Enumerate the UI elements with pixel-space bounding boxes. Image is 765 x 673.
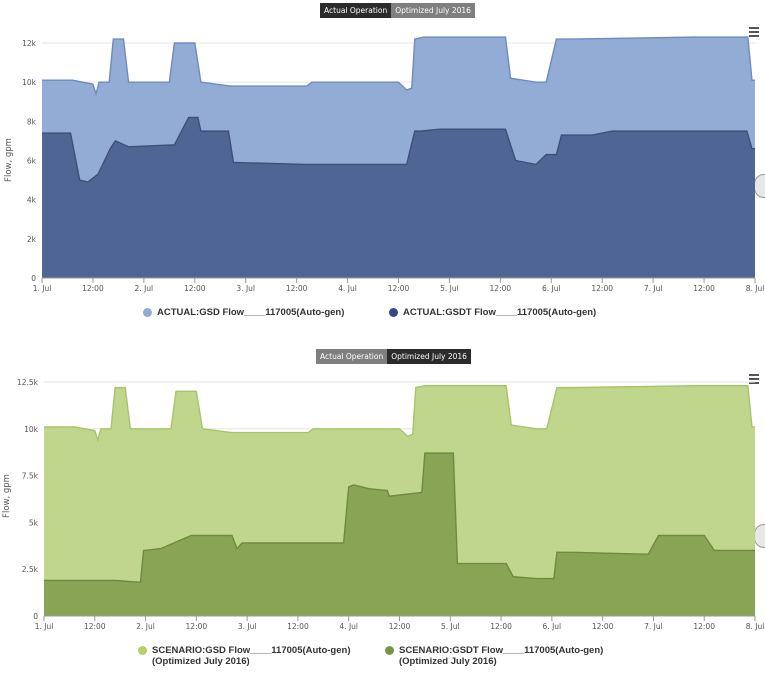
toggle-actual-operation[interactable]: Actual Operation bbox=[316, 349, 388, 364]
y-tick-label: 7.5k bbox=[22, 472, 39, 481]
x-tick-label: 2. Jul bbox=[136, 622, 155, 631]
x-tick-label: 12:00 bbox=[184, 284, 206, 293]
hamburger-menu-icon[interactable] bbox=[749, 27, 759, 37]
y-tick-label: 10k bbox=[22, 78, 37, 87]
x-tick-label: 12:00 bbox=[592, 622, 614, 631]
x-tick-label: 6. Jul bbox=[543, 622, 562, 631]
scenario-toggle[interactable]: Actual Operation Optimized July 2016 bbox=[320, 3, 475, 18]
x-tick-label: 1. Jul bbox=[35, 622, 54, 631]
y-axis-label: Flow, gpm bbox=[4, 138, 14, 182]
y-tick-label: 2k bbox=[27, 235, 37, 244]
x-tick-label: 12:00 bbox=[287, 622, 309, 631]
x-tick-label: 5. Jul bbox=[440, 284, 459, 293]
toggle-optimized[interactable]: Optimized July 2016 bbox=[391, 3, 475, 18]
x-tick-label: 8. Jul bbox=[746, 284, 765, 293]
x-tick-label: 3. Jul bbox=[236, 284, 255, 293]
hamburger-menu-icon[interactable] bbox=[749, 374, 759, 384]
series-area bbox=[44, 453, 755, 616]
y-tick-label: 12k bbox=[22, 39, 37, 48]
x-tick-label: 4. Jul bbox=[338, 284, 357, 293]
legend-item-gsd-flow[interactable]: ACTUAL:GSD Flow____117005(Auto-gen) bbox=[143, 307, 344, 318]
legend-item-scenario-gsdt-flow[interactable]: SCENARIO:GSDT Flow____117005(Auto-gen) (… bbox=[385, 645, 603, 667]
x-tick-label: 4. Jul bbox=[339, 622, 358, 631]
x-tick-label: 1. Jul bbox=[33, 284, 52, 293]
y-tick-label: 10k bbox=[24, 425, 39, 434]
y-tick-label: 12.5k bbox=[17, 378, 39, 387]
x-tick-label: 5. Jul bbox=[441, 622, 460, 631]
legend-marker bbox=[385, 646, 394, 655]
x-tick-label: 8. Jul bbox=[746, 622, 765, 631]
x-tick-label: 12:00 bbox=[286, 284, 308, 293]
series-line bbox=[44, 385, 755, 443]
y-tick-label: 5k bbox=[29, 518, 39, 527]
series-line bbox=[42, 36, 755, 97]
x-tick-label: 6. Jul bbox=[542, 284, 561, 293]
x-tick-label: 12:00 bbox=[693, 622, 715, 631]
x-tick-label: 7. Jul bbox=[644, 622, 663, 631]
legend-item-gsdt-flow[interactable]: ACTUAL:GSDT Flow____117005(Auto-gen) bbox=[389, 307, 596, 318]
toggle-actual-operation[interactable]: Actual Operation bbox=[320, 3, 392, 18]
area-chart-scenario: 0 2.5k 5k 7.5k 10k 12.5k 1. Jul 12:00 2. Jul 12:0… bbox=[2, 378, 765, 631]
legend-marker bbox=[143, 308, 152, 317]
x-tick-label: 12:00 bbox=[84, 622, 106, 631]
series-line bbox=[44, 452, 755, 584]
x-tick-label: 12:00 bbox=[388, 284, 410, 293]
scenario-toggle[interactable]: Actual Operation Optimized July 2016 bbox=[316, 349, 471, 364]
x-tick-label: 12:00 bbox=[693, 284, 715, 293]
y-tick-label: 2.5k bbox=[22, 565, 39, 574]
legend-label: ACTUAL:GSDT Flow____117005(Auto-gen) bbox=[403, 307, 597, 318]
x-tick-label: 12:00 bbox=[591, 284, 613, 293]
x-tick-label: 12:00 bbox=[389, 622, 411, 631]
x-tick-label: 12:00 bbox=[82, 284, 104, 293]
legend-marker bbox=[389, 308, 398, 317]
chart-panel-actual: Actual Operation Optimized July 2016 0 2k… bbox=[0, 0, 765, 333]
y-tick-label: 6k bbox=[27, 157, 37, 166]
x-tick-label: 12:00 bbox=[490, 622, 512, 631]
chart-panel-scenario: Actual Operation Optimized July 2016 0 2.… bbox=[0, 341, 765, 673]
legend-label: ACTUAL:GSD Flow____117005(Auto-gen) bbox=[157, 307, 345, 318]
x-tick-label: 12:00 bbox=[186, 622, 208, 631]
y-tick-label: 8k bbox=[27, 117, 37, 126]
x-tick-label: 3. Jul bbox=[238, 622, 257, 631]
area-chart-actual: 0 2k 4k 6k 8k 10k 12k 1. Jul 12:00 2. Jul 12:00 3. … bbox=[4, 36, 765, 293]
series-line bbox=[42, 116, 755, 183]
toggle-optimized[interactable]: Optimized July 2016 bbox=[387, 349, 471, 364]
legend-item-scenario-gsd-flow[interactable]: SCENARIO:GSD Flow____117005(Auto-gen) (O… bbox=[138, 645, 351, 667]
x-tick-label: 7. Jul bbox=[644, 284, 663, 293]
y-tick-label: 4k bbox=[27, 196, 37, 205]
legend-marker bbox=[138, 646, 147, 655]
y-axis-label: Flow, gpm bbox=[2, 474, 12, 518]
series-area bbox=[42, 117, 755, 279]
y-tick-label: 0 bbox=[31, 274, 36, 283]
legend-label: SCENARIO:GSDT Flow____117005(Auto-gen) (… bbox=[399, 645, 604, 667]
legend-label: SCENARIO:GSD Flow____117005(Auto-gen) (O… bbox=[152, 645, 351, 667]
y-tick-label: 0 bbox=[33, 612, 38, 621]
x-tick-label: 2. Jul bbox=[135, 284, 154, 293]
x-tick-label: 12:00 bbox=[490, 284, 512, 293]
